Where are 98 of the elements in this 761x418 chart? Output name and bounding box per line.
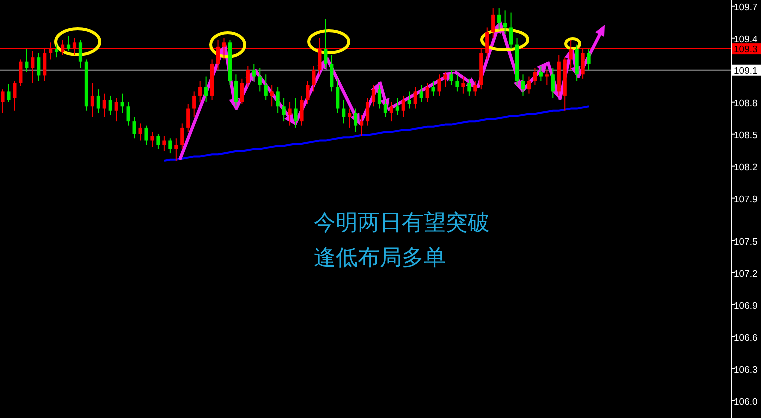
y-tick-label: 109.4 (734, 34, 758, 46)
candlestick (144, 125, 148, 146)
candlestick (114, 98, 118, 122)
candlestick (288, 102, 292, 126)
candlestick (174, 138, 178, 162)
candlestick (468, 78, 472, 96)
candlestick (96, 89, 100, 114)
candlestick (402, 95, 406, 118)
y-tick-label: 107.9 (734, 194, 758, 206)
candlestick (396, 98, 400, 116)
y-tick-label: 108.2 (734, 162, 758, 174)
annotation: 今明两日有望突破 (314, 211, 490, 236)
ref-line-label: 109.3 (734, 44, 758, 56)
candlestick (204, 76, 208, 103)
candlestick (55, 44, 59, 58)
candlestick (102, 93, 106, 118)
candlestick (474, 80, 478, 96)
candlestick (438, 74, 442, 96)
candlestick (222, 38, 226, 60)
candlestick (198, 80, 202, 103)
candlestick (498, 8, 502, 30)
candlestick (150, 132, 154, 148)
candlestick (551, 68, 555, 99)
y-tick-label: 108.8 (734, 98, 758, 110)
candlestick (270, 84, 274, 108)
candlestick (246, 66, 250, 88)
candlestick (25, 48, 29, 74)
candlestick (492, 8, 496, 39)
candlestick (354, 108, 358, 133)
y-tick-label: 106.0 (734, 396, 758, 408)
y-tick-label: 107.2 (734, 268, 758, 280)
candlestick (37, 52, 41, 82)
candlestick (78, 40, 83, 69)
candlestick (19, 59, 23, 87)
candlestick (126, 102, 130, 126)
candlestick (7, 84, 11, 103)
candlestick (420, 84, 424, 103)
candlestick (456, 74, 460, 92)
candlestick (138, 123, 142, 142)
candlestick (282, 98, 286, 122)
candlestick (462, 76, 466, 94)
candlestick (444, 72, 448, 88)
candlestick (545, 70, 549, 86)
candlestick (432, 80, 436, 96)
y-tick-label: 107.5 (734, 236, 758, 248)
candlestick (342, 100, 346, 124)
candlestick (348, 108, 352, 128)
candlestick (450, 70, 454, 86)
candlestick (390, 102, 394, 122)
candlestick (162, 136, 166, 152)
y-tick-label: 108.5 (734, 130, 758, 142)
candlestick (408, 91, 412, 110)
candlestick (414, 86, 418, 110)
candlestick (156, 134, 160, 150)
candlestick (426, 82, 430, 103)
candlestick (366, 98, 370, 126)
candlestick (264, 74, 268, 101)
candlestick (186, 104, 190, 133)
candlestick (533, 68, 538, 86)
candlestick (1, 89, 5, 114)
candlestick (372, 84, 376, 108)
candlestick (324, 18, 328, 69)
candlestick (539, 66, 543, 82)
candlestick (294, 98, 298, 128)
candlestick (306, 80, 310, 105)
candlestick (300, 95, 304, 126)
candlestick (509, 12, 514, 50)
line-series (164, 106, 590, 162)
candlestick (108, 95, 112, 116)
candlestick (234, 74, 238, 108)
candlestick (336, 78, 340, 114)
candlestick (13, 80, 17, 112)
candlestick (384, 100, 388, 118)
candlestick (90, 82, 94, 118)
y-tick-label: 106.3 (734, 364, 758, 376)
y-tick-label: 109.7 (734, 2, 758, 14)
candlestick (587, 48, 591, 71)
y-tick-label: 106.6 (734, 332, 758, 344)
ref-line-label: 109.1 (734, 66, 758, 77)
candlestick (252, 63, 256, 82)
candlestick (312, 66, 316, 92)
y-tick-label: 106.9 (734, 300, 758, 312)
candlestick (360, 114, 364, 137)
candlestick (258, 68, 262, 92)
candlestick (521, 74, 526, 96)
candlestick (132, 116, 136, 140)
candlestick (192, 91, 196, 118)
annotation: 逢低布局多单 (314, 246, 446, 271)
candlestick (504, 10, 508, 35)
candlestick (240, 78, 244, 105)
candlestick (276, 86, 280, 114)
candlestick (330, 54, 334, 92)
candlestick (66, 36, 71, 52)
candlestick (120, 93, 124, 114)
candlestick (527, 76, 532, 94)
candlestick (168, 138, 172, 154)
candlestick (378, 84, 382, 110)
candlestick (180, 123, 184, 150)
